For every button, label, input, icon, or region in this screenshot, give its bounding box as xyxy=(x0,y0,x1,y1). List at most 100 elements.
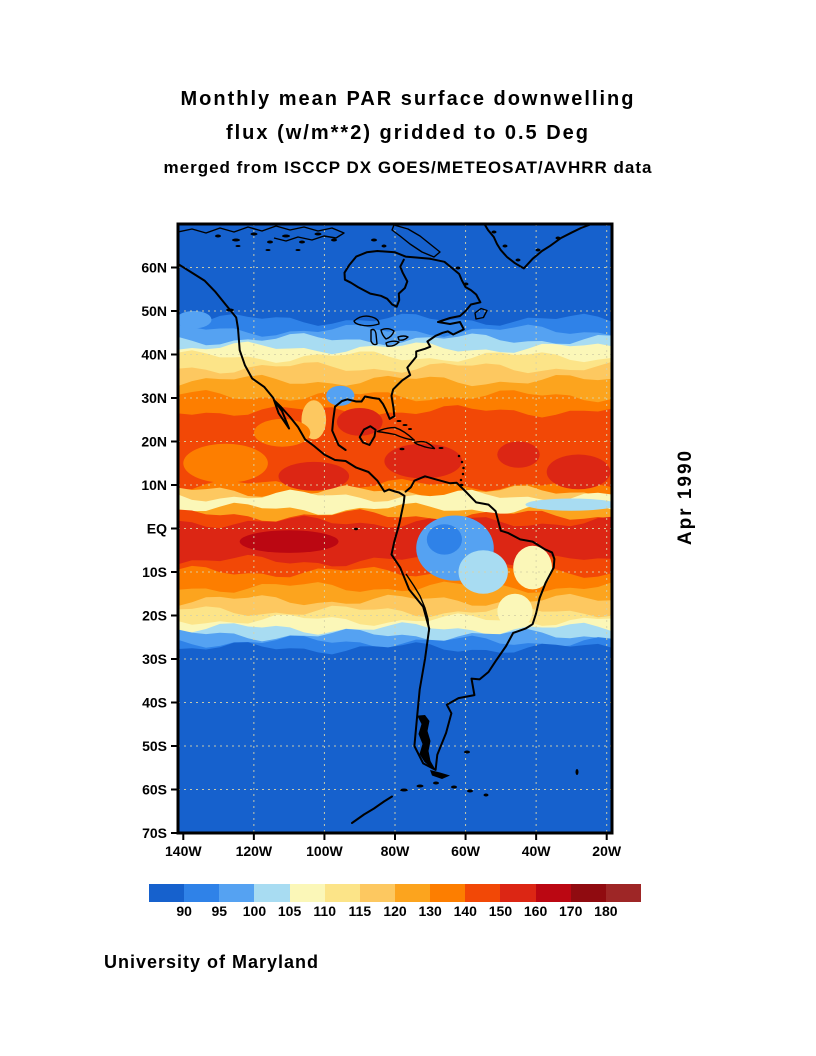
flux-patch xyxy=(336,408,383,436)
x-tick-label: 100W xyxy=(306,843,343,859)
flux-patch xyxy=(497,441,540,468)
y-tick-label: 70S xyxy=(142,825,167,841)
island-speck xyxy=(483,793,489,797)
colorbar-tick-label: 180 xyxy=(594,903,618,919)
island-speck xyxy=(555,236,561,240)
flux-patch xyxy=(278,461,350,491)
flux-patch xyxy=(513,545,552,590)
island-speck xyxy=(464,750,470,754)
island-speck xyxy=(515,258,521,262)
colorbar-swatch xyxy=(149,884,185,902)
colorbar xyxy=(149,884,641,902)
island-speck xyxy=(265,249,271,251)
colorbar-tick-label: 115 xyxy=(348,903,372,919)
island-speck xyxy=(457,454,461,458)
flux-patch xyxy=(178,311,212,329)
par-flux-map: 60N 50N 40N 30N 20N 10N EQ 10S 20S 30S 40S 50S 60S 70… xyxy=(141,222,622,860)
colorbar-tick-label: 130 xyxy=(418,903,442,919)
y-tick-label: 60N xyxy=(141,260,167,276)
y-tick-label: 50N xyxy=(141,303,167,319)
coastlines xyxy=(178,224,593,824)
y-tick-label: 40S xyxy=(142,695,167,711)
island-specks xyxy=(215,230,579,797)
island-speck xyxy=(502,244,508,248)
colorbar-swatch xyxy=(605,884,641,902)
colorbar-tick-label: 140 xyxy=(453,903,477,919)
chart-title-line2: flux (w/m**2) gridded to 0.5 Deg xyxy=(225,122,591,144)
y-tick-label: 20N xyxy=(141,434,167,450)
island-speck xyxy=(463,282,469,286)
map-frame xyxy=(176,222,614,835)
island-speck xyxy=(459,478,463,482)
flux-patch xyxy=(546,454,611,490)
colorbar-swatch xyxy=(219,884,255,902)
colorbar-tick-label: 95 xyxy=(211,903,228,919)
colorbar-tick-label: 120 xyxy=(383,903,407,919)
island-speck xyxy=(451,785,457,789)
island-speck xyxy=(491,230,497,234)
island-speck xyxy=(381,244,387,248)
colorbar-swatch xyxy=(324,884,360,902)
colorbar-tick-label: 150 xyxy=(488,903,513,919)
colorbar-labels: 90 95 100 105 110 115 120 130 140 150 160 170 180 xyxy=(149,903,641,921)
island-speck xyxy=(371,238,377,242)
chart-subtitle: merged from ISCCP DX GOES/METEOSAT/AVHRR… xyxy=(163,158,653,177)
colorbar-swatch xyxy=(500,884,536,902)
colorbar-swatch xyxy=(570,884,606,902)
colorbar-swatch xyxy=(430,884,466,902)
island-speck xyxy=(433,781,439,785)
y-tick-label: 30N xyxy=(141,390,167,406)
x-tick-label: 60W xyxy=(451,843,481,859)
island-speck xyxy=(416,784,424,788)
island-speck xyxy=(400,788,408,792)
island-speck xyxy=(299,240,305,244)
island-speck xyxy=(235,245,241,247)
island-speck xyxy=(438,447,444,449)
island-speck xyxy=(399,447,405,451)
colorbar-swatch xyxy=(359,884,395,902)
flux-patch xyxy=(458,550,508,594)
y-tick-label: 10N xyxy=(141,477,167,493)
island-speck xyxy=(459,483,464,487)
island-speck xyxy=(226,308,234,312)
island-speck xyxy=(232,238,240,242)
island-speck xyxy=(331,238,337,242)
y-tick-label: 40N xyxy=(141,347,167,363)
x-tick-label: 40W xyxy=(522,843,552,859)
island-speck xyxy=(402,424,408,426)
y-tick-label: 60S xyxy=(142,782,167,798)
island-speck xyxy=(215,234,221,238)
map-axes: 60N 50N 40N 30N 20N 10N EQ 10S 20S 30S 40S 50S 60S 70… xyxy=(141,260,622,860)
island-speck xyxy=(250,232,258,236)
flux-patch xyxy=(183,443,268,483)
island-speck xyxy=(267,240,273,244)
island-speck xyxy=(408,428,412,430)
flux-field xyxy=(178,224,612,833)
y-tick-label: EQ xyxy=(147,521,167,537)
island-speck xyxy=(462,466,465,470)
y-tick-label: 30S xyxy=(142,651,167,667)
date-label: Apr 1990 xyxy=(675,448,696,546)
graticule xyxy=(178,224,612,833)
y-tick-label: 50S xyxy=(142,738,167,754)
colorbar-tick-label: 110 xyxy=(313,903,336,919)
chart-title-line1: Monthly mean PAR surface downwelling xyxy=(180,88,636,110)
flux-patch xyxy=(525,498,612,511)
x-tick-label: 80W xyxy=(381,843,411,859)
colorbar-swatch xyxy=(289,884,325,902)
island-speck xyxy=(461,472,465,476)
colorbar-tick-label: 170 xyxy=(559,903,583,919)
colorbar-swatch xyxy=(394,884,431,902)
island-speck xyxy=(455,266,461,270)
flux-band xyxy=(178,642,612,833)
flux-patch xyxy=(326,385,355,406)
island-speck xyxy=(396,420,402,422)
island-speck xyxy=(354,527,358,531)
colorbar-swatch xyxy=(465,884,501,902)
y-tick-label: 10S xyxy=(142,564,167,580)
island-speck xyxy=(295,249,301,251)
island-speck xyxy=(314,232,322,236)
island-speck xyxy=(575,769,579,775)
flux-patch xyxy=(384,443,462,479)
